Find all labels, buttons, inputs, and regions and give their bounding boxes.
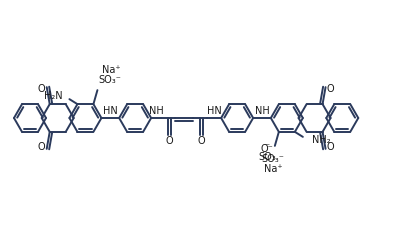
Text: SO₃⁻: SO₃⁻ <box>261 154 284 164</box>
Text: O: O <box>197 136 205 146</box>
Text: H₂N: H₂N <box>44 91 62 101</box>
Text: HN: HN <box>207 106 222 116</box>
Text: HN: HN <box>103 106 118 116</box>
Text: Na⁺: Na⁺ <box>264 164 282 174</box>
Text: O: O <box>38 142 46 152</box>
Text: SO₃⁻: SO₃⁻ <box>98 75 121 85</box>
Text: ⁻: ⁻ <box>264 142 269 152</box>
Text: NH: NH <box>255 106 269 116</box>
Text: O: O <box>327 84 334 94</box>
Text: SO₃: SO₃ <box>258 152 276 162</box>
Text: NH: NH <box>149 106 163 116</box>
Text: O: O <box>327 142 334 152</box>
Text: O: O <box>38 84 46 94</box>
Text: O: O <box>166 136 173 146</box>
Text: NH₂: NH₂ <box>312 135 331 145</box>
Text: O⁻: O⁻ <box>261 144 273 154</box>
Text: Na⁺: Na⁺ <box>102 65 121 75</box>
